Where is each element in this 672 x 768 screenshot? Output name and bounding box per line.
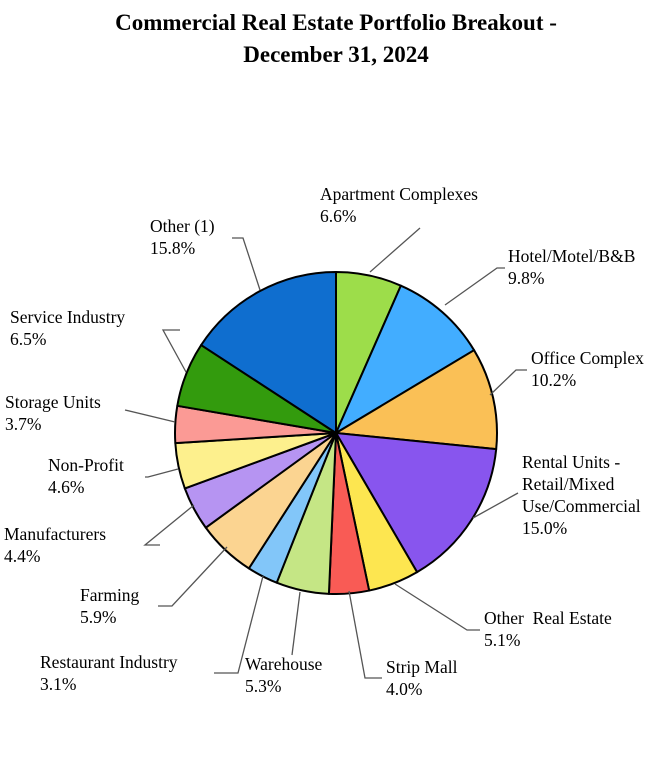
pie-slice-3 <box>335 432 498 574</box>
slice-label-3-0: Rental Units - <box>522 452 620 472</box>
slice-percent-10: 4.6% <box>48 477 84 497</box>
slice-label-9-0: Manufacturers <box>4 524 106 544</box>
leader-line-2 <box>489 369 527 396</box>
slice-percent-0: 6.6% <box>320 206 356 226</box>
leader-line-8 <box>158 546 228 607</box>
leader-line-6 <box>291 591 301 656</box>
slice-percent-6: 5.3% <box>245 676 281 696</box>
leader-line-13 <box>232 237 261 291</box>
slice-percent-4: 5.1% <box>484 630 520 650</box>
slice-label-10-0: Non-Profit <box>48 455 124 475</box>
leader-line-5 <box>348 590 382 679</box>
slice-percent-3: 15.0% <box>522 518 567 538</box>
slice-label-3-1: Retail/Mixed <box>522 474 615 494</box>
slice-label-3-2: Use/Commercial <box>522 496 641 516</box>
slice-percent-7: 3.1% <box>40 674 76 694</box>
slice-label-7-0: Restaurant Industry <box>40 652 178 672</box>
leader-line-7 <box>214 575 264 674</box>
slice-label-12-0: Service Industry <box>10 307 125 327</box>
slice-percent-13: 15.8% <box>150 238 195 258</box>
slice-label-6-0: Warehouse <box>245 654 323 674</box>
slice-percent-1: 9.8% <box>508 268 544 288</box>
leader-line-10 <box>145 468 179 478</box>
slice-label-13-0: Other (1) <box>150 216 215 236</box>
leader-line-9 <box>143 504 195 546</box>
chart-title-line-1: Commercial Real Estate Portfolio Breakou… <box>115 10 557 35</box>
slice-percent-5: 4.0% <box>386 679 422 699</box>
pie-slice-1 <box>335 284 476 434</box>
leader-lines-layer <box>124 227 527 679</box>
leader-line-12 <box>161 329 187 373</box>
pie-slice-13 <box>200 271 337 434</box>
slice-label-8-0: Farming <box>80 585 140 605</box>
slice-percent-11: 3.7% <box>5 414 41 434</box>
slice-label-1-0: Hotel/Motel/B&B <box>508 246 635 266</box>
leader-line-0 <box>369 227 421 273</box>
slices-layer <box>174 271 498 595</box>
slice-label-5-0: Strip Mall <box>386 657 458 677</box>
slice-label-11-0: Storage Units <box>5 392 101 412</box>
leader-line-4 <box>394 583 480 631</box>
slice-label-0-0: Apartment Complexes <box>320 184 478 204</box>
leader-line-1 <box>444 267 505 306</box>
leader-line-3 <box>472 492 519 519</box>
pie-slice-2 <box>335 349 498 451</box>
slice-percent-9: 4.4% <box>4 546 40 566</box>
leader-line-11 <box>124 409 176 423</box>
slice-label-2-0: Office Complex <box>531 348 644 368</box>
slice-percent-12: 6.5% <box>10 329 46 349</box>
slice-label-4-0: Other Real Estate <box>484 608 612 628</box>
slice-percent-2: 10.2% <box>531 370 576 390</box>
slice-percent-8: 5.9% <box>80 607 116 627</box>
chart-title-line-2: December 31, 2024 <box>243 42 429 67</box>
